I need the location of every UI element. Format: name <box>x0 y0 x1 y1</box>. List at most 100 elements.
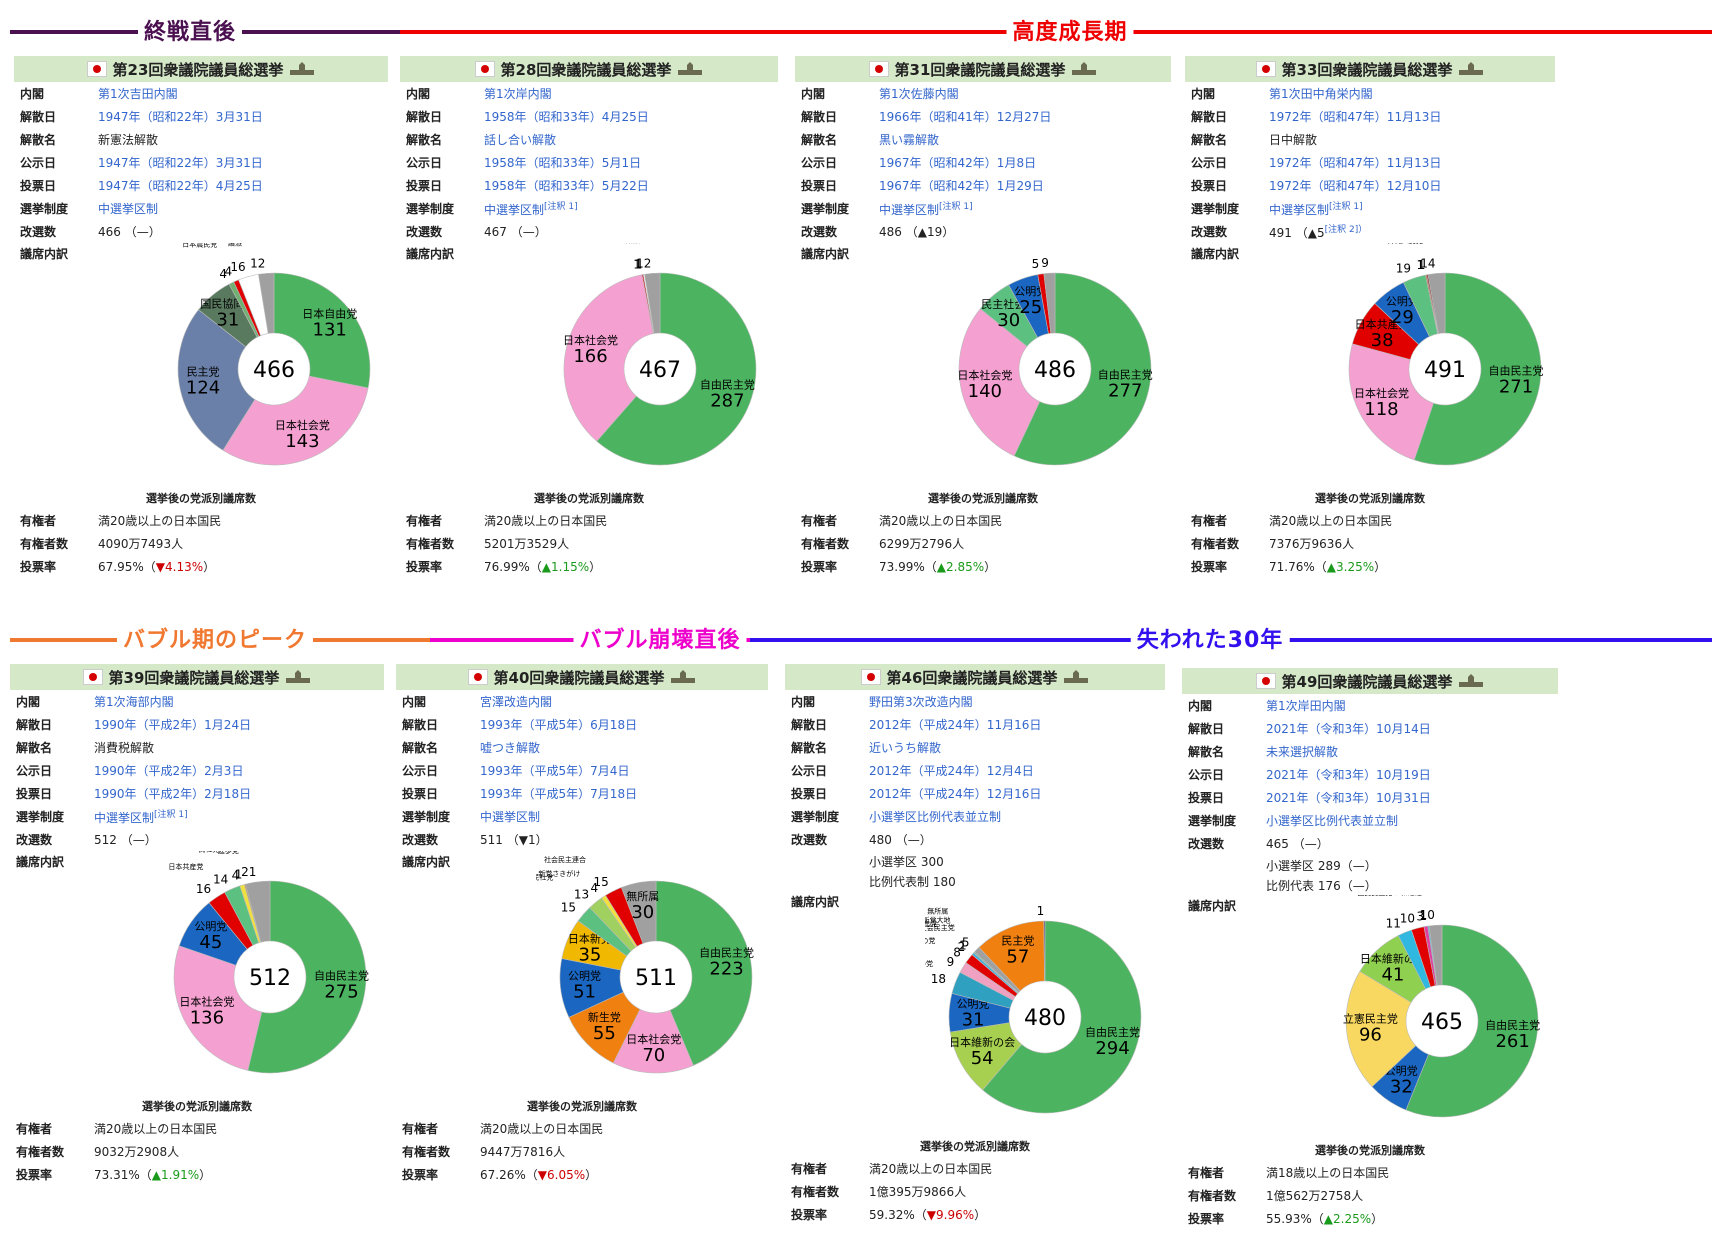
info-rows: 内閣 第1次吉田内閣 解散日 1947年（昭和22年）3月31日 解散名 新憲法解散 公示日… <box>14 82 388 243</box>
cabinet-row-value: 宮澤改造内閣 <box>480 693 768 710</box>
proclamation-date-link[interactable]: 1947年（昭和22年）3月31日 <box>98 156 263 170</box>
panel-title[interactable]: 第31回衆議院議員総選挙 <box>894 60 1066 79</box>
system-footnote-link[interactable]: [注釈 1] <box>154 810 188 820</box>
voting-date-link[interactable]: 1972年（昭和47年）12月10日 <box>1269 179 1442 193</box>
voting-date-link[interactable]: 1958年（昭和33年）5月22日 <box>484 179 649 193</box>
seats-row-label: 改選数 <box>1191 225 1228 239</box>
turnout-close: ） <box>589 560 602 574</box>
election-panel: 第28回衆議院議員総選挙 内閣 第1次岸内閣解散日 1958年（昭和33年）4月25… <box>400 56 780 578</box>
dissolution-date-row: 解散日 1958年（昭和33年）4月25日 <box>400 105 778 128</box>
dissolution-name-row-value: 話し合い解散 <box>484 131 778 148</box>
cabinet-link[interactable]: 第1次佐藤内閣 <box>879 87 959 101</box>
panel-title[interactable]: 第40回衆議院議員総選挙 <box>493 668 665 687</box>
proclamation-date-link[interactable]: 1993年（平成5年）7月4日 <box>480 764 630 778</box>
voting-date-link[interactable]: 2012年（平成24年）12月16日 <box>869 787 1042 801</box>
seats-footnote-link[interactable]: [注釈 2]） <box>1324 225 1368 235</box>
turnout-row-label: 投票率 <box>791 1208 828 1222</box>
panel-title[interactable]: 第49回衆議院議員総選挙 <box>1281 672 1453 691</box>
dissolution-date-link[interactable]: 1966年（昭和41年）12月27日 <box>879 110 1052 124</box>
dissolution-date-row: 解散日 1966年（昭和41年）12月27日 <box>795 105 1171 128</box>
proclamation-date-link[interactable]: 1958年（昭和33年）5月1日 <box>484 156 642 170</box>
turnout-change: ▼9.96% <box>926 1208 975 1222</box>
electoral-system-link[interactable]: 小選挙区比例代表並立制 <box>869 810 1002 824</box>
turnout-row-label: 投票率 <box>406 560 443 574</box>
dissolution-name-text[interactable]: 近いうち解散 <box>869 741 942 755</box>
dissolution-date-link[interactable]: 1993年（平成5年）6月18日 <box>480 718 638 732</box>
dissolution-date-row-label: 解散日 <box>1191 110 1228 124</box>
proclamation-date-link[interactable]: 1990年（平成2年）2月3日 <box>94 764 244 778</box>
panel-title[interactable]: 第23回衆議院議員総選挙 <box>112 60 284 79</box>
dissolution-name-text[interactable]: 黒い霧解散 <box>879 133 940 147</box>
electoral-system-link[interactable]: 中選挙区制 <box>484 203 545 217</box>
voters-row-value: 7376万9636人 <box>1269 535 1555 552</box>
dissolution-name-text[interactable]: 未来選択解散 <box>1266 745 1339 759</box>
electoral-system-link[interactable]: 中選挙区制 <box>98 202 159 216</box>
electoral-system-link[interactable]: 中選挙区制 <box>480 810 541 824</box>
donut-total-label: 486 <box>1034 358 1076 383</box>
diet-building-icon <box>678 62 703 75</box>
cabinet-link[interactable]: 宮澤改造内閣 <box>480 695 553 709</box>
dissolution-date-link[interactable]: 1958年（昭和33年）4月25日 <box>484 110 649 124</box>
voting-date-row-label: 投票日 <box>791 787 828 801</box>
dissolution-date-link[interactable]: 2012年（平成24年）11月16日 <box>869 718 1042 732</box>
dissolution-date-row-label: 解散日 <box>402 718 439 732</box>
dissolution-name-row-label: 解散名 <box>406 133 443 147</box>
panel-title[interactable]: 第39回衆議院議員総選挙 <box>108 668 280 687</box>
cabinet-row-label: 内閣 <box>20 87 45 101</box>
seats-change: （—） <box>510 225 547 239</box>
dissolution-name-text[interactable]: 嘘つき解散 <box>480 741 541 755</box>
proclamation-date-link[interactable]: 2012年（平成24年）12月4日 <box>869 764 1034 778</box>
voting-date-link[interactable]: 1967年（昭和42年）1月29日 <box>879 179 1044 193</box>
cabinet-link[interactable]: 第1次吉田内閣 <box>98 87 178 101</box>
dissolution-name-row: 解散名 消費税解散 <box>10 736 384 759</box>
turnout-row-value: 67.95%（▼4.13%） <box>98 558 388 575</box>
slice-value-label: 41 <box>1381 964 1404 985</box>
dissolution-name-text[interactable]: 話し合い解散 <box>484 133 557 147</box>
system-footnote-link[interactable]: [注釈 1] <box>544 202 578 212</box>
dissolution-date-row-value: 2021年（令和3年）10月14日 <box>1266 720 1558 737</box>
dissolution-date-link[interactable]: 1990年（平成2年）1月24日 <box>94 718 252 732</box>
dissolution-date-link[interactable]: 1947年（昭和22年）3月31日 <box>98 110 263 124</box>
cabinet-link[interactable]: 第1次海部内閣 <box>94 695 174 709</box>
proclamation-date-row-value: 1990年（平成2年）2月3日 <box>94 762 384 779</box>
dissolution-date-link[interactable]: 2021年（令和3年）10月14日 <box>1266 722 1431 736</box>
panel-title[interactable]: 第46回衆議院議員総選挙 <box>886 668 1058 687</box>
panel-title[interactable]: 第33回衆議院議員総選挙 <box>1281 60 1453 79</box>
cabinet-row: 内閣 第1次岸田内閣 <box>1182 694 1558 717</box>
voters-text: 7376万9636人 <box>1269 537 1355 551</box>
system-footnote-link[interactable]: [注釈 1] <box>939 202 973 212</box>
voting-date-row-value: 1993年（平成5年）7月18日 <box>480 785 768 802</box>
proclamation-date-link[interactable]: 1967年（昭和42年）1月8日 <box>879 156 1037 170</box>
cabinet-link[interactable]: 第1次岸内閣 <box>484 87 552 101</box>
turnout-row-value: 67.26%（▼6.05%） <box>480 1166 768 1183</box>
cabinet-link[interactable]: 第1次田中角栄内閣 <box>1269 87 1373 101</box>
proclamation-date-link[interactable]: 2021年（令和3年）10月19日 <box>1266 768 1431 782</box>
pie-slice-自由民主党 <box>655 880 753 1066</box>
voting-date-link[interactable]: 1993年（平成5年）7月18日 <box>480 787 638 801</box>
cabinet-link[interactable]: 第1次岸田内閣 <box>1266 699 1346 713</box>
proclamation-date-link[interactable]: 1972年（昭和47年）11月13日 <box>1269 156 1442 170</box>
cabinet-row-label: 内閣 <box>406 87 431 101</box>
system-footnote-link[interactable]: [注釈 1] <box>1329 202 1363 212</box>
panel-title[interactable]: 第28回衆議院議員総選挙 <box>500 60 672 79</box>
dissolution-date-link[interactable]: 1972年（昭和47年）11月13日 <box>1269 110 1442 124</box>
voting-date-link[interactable]: 1947年（昭和22年）4月25日 <box>98 179 263 193</box>
seat-chart-box: 自由民主党275日本社会党136公明党4516日本共産党14民社党4社会民主連合… <box>150 851 390 1091</box>
dissolution-name-row-label: 解散名 <box>791 741 828 755</box>
electoral-system-link[interactable]: 小選挙区比例代表並立制 <box>1266 814 1399 828</box>
pie-slice-日本社会党 <box>958 308 1041 457</box>
voting-date-link[interactable]: 2021年（令和3年）10月31日 <box>1266 791 1431 805</box>
cabinet-link[interactable]: 野田第3次改造内閣 <box>869 695 973 709</box>
electoral-system-link[interactable]: 中選挙区制 <box>1269 203 1330 217</box>
voting-date-link[interactable]: 1990年（平成2年）2月18日 <box>94 787 252 801</box>
cabinet-row: 内閣 第1次佐藤内閣 <box>795 82 1171 105</box>
electoral-system-link[interactable]: 中選挙区制 <box>94 811 155 825</box>
turnout-row: 投票率 67.26%（▼6.05%） <box>396 1163 768 1186</box>
slice-small-name-label: 新党大地 <box>925 916 950 925</box>
electoral-system-row-value: 中選挙区制[注釈 1] <box>1269 199 1555 218</box>
eligible-row-label: 有権者 <box>406 514 443 528</box>
diet-building-icon <box>286 670 311 683</box>
eligible-text: 満20歳以上の日本国民 <box>480 1122 604 1136</box>
seats-value: 466 <box>98 225 125 239</box>
electoral-system-link[interactable]: 中選挙区制 <box>879 203 940 217</box>
